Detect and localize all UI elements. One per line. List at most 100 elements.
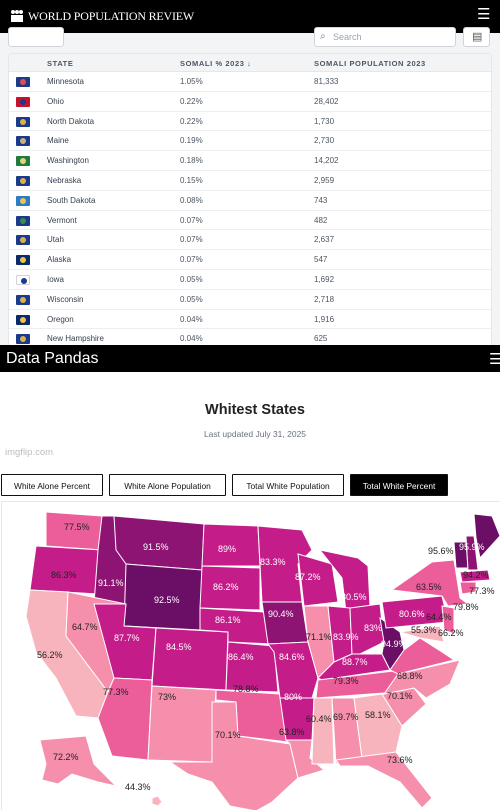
us-map-svg xyxy=(25,511,500,810)
table-row[interactable]: Nebraska 0.15% 2,959 xyxy=(9,171,491,191)
somali-percent-cell: 0.07% xyxy=(180,235,203,245)
map-label: 83% xyxy=(364,623,383,633)
state-massachusetts[interactable] xyxy=(459,569,491,583)
world-population-review-screen: WORLD POPULATION REVIEW ☰ ⌕ Search ▤ STA… xyxy=(0,0,500,345)
flag-seal-icon xyxy=(20,336,26,343)
map-label: 83.3% xyxy=(260,557,286,567)
map-label: 63.8% xyxy=(279,727,305,737)
somali-population-cell: 482 xyxy=(314,215,328,225)
table-row[interactable]: Wisconsin 0.05% 2,718 xyxy=(9,290,491,310)
flag-seal-icon xyxy=(20,296,26,303)
flag-seal-icon xyxy=(20,197,26,204)
table-row[interactable]: North Dakota 0.22% 1,730 xyxy=(9,112,491,132)
state-wisconsin[interactable] xyxy=(297,553,339,607)
us-choropleth-map: 77.5% 86.3% 91.5% 89% 83.3% 87.2% 91.1% … xyxy=(1,501,500,810)
map-label: 71.1% xyxy=(306,632,332,642)
map-label: 55.3% xyxy=(411,625,437,635)
state-virginia[interactable] xyxy=(389,637,456,675)
somali-percent-cell: 0.05% xyxy=(180,275,203,284)
state-flag-icon xyxy=(16,275,30,285)
table-row[interactable]: Minnesota 1.05% 81,333 xyxy=(9,72,491,92)
table-row[interactable]: Maine 0.19% 2,730 xyxy=(9,131,491,152)
state-north-carolina[interactable] xyxy=(382,659,461,699)
table-row[interactable]: Vermont 0.07% 482 xyxy=(9,211,491,231)
state-hawaii[interactable] xyxy=(151,795,163,807)
map-label: 56.2% xyxy=(37,650,63,660)
somali-population-cell: 743 xyxy=(314,195,328,205)
state-new-jersey[interactable] xyxy=(441,605,455,635)
state-maine[interactable] xyxy=(473,513,500,560)
state-arizona[interactable] xyxy=(97,677,153,761)
map-label: 77.5% xyxy=(64,522,90,532)
state-ohio[interactable] xyxy=(349,603,385,655)
hamburger-icon[interactable]: ☰ xyxy=(489,351,500,368)
tab-total-white-population[interactable]: Total White Population xyxy=(232,474,344,496)
map-label: 72.2% xyxy=(53,752,79,762)
dp-brand[interactable]: Data Pandas xyxy=(6,350,99,367)
state-flag-icon xyxy=(16,255,30,266)
state-connecticut[interactable] xyxy=(459,581,477,595)
imgflip-watermark: imgflip.com xyxy=(5,447,54,458)
table-row[interactable]: Iowa 0.05% 1,692 xyxy=(9,270,491,290)
state-mississippi[interactable] xyxy=(311,697,335,765)
map-label: 77.3% xyxy=(103,687,129,697)
tab-white-alone-population[interactable]: White Alone Population xyxy=(109,474,226,496)
somali-percent-cell: 0.15% xyxy=(180,176,203,185)
state-name-cell: Iowa xyxy=(47,275,64,284)
column-header-somali-population[interactable]: SOMALI POPULATION 2023 xyxy=(314,59,426,68)
map-label: 79.3% xyxy=(333,676,359,686)
map-label: 88.7% xyxy=(342,657,368,667)
flag-seal-icon xyxy=(20,158,26,165)
column-header-somali-percent[interactable]: SOMALI % 2023 ↓ xyxy=(180,59,252,68)
state-flag-icon xyxy=(16,294,30,305)
flag-seal-icon xyxy=(20,118,26,125)
map-label: 89% xyxy=(218,544,237,554)
table-row[interactable]: Alaska 0.07% 547 xyxy=(9,250,491,270)
state-name-cell: New Hampshire xyxy=(47,334,104,344)
somali-percent-cell: 0.18% xyxy=(180,156,203,166)
somali-percent-cell: 0.08% xyxy=(180,195,203,205)
map-label: 95.9% xyxy=(459,542,485,552)
state-florida[interactable] xyxy=(335,751,433,809)
state-flag-icon xyxy=(16,334,30,345)
somali-population-table: STATE SOMALI % 2023 ↓ SOMALI POPULATION … xyxy=(8,53,492,345)
table-icon: ▤ xyxy=(472,31,483,43)
table-options-button[interactable]: ▤ xyxy=(463,27,490,47)
flag-seal-icon xyxy=(20,79,26,85)
state-alaska[interactable] xyxy=(39,735,118,787)
somali-percent-cell: 0.04% xyxy=(180,314,203,324)
table-row[interactable]: New Hampshire 0.04% 625 xyxy=(9,329,491,345)
hamburger-icon[interactable]: ☰ xyxy=(477,6,491,23)
column-header-state[interactable]: STATE xyxy=(47,59,74,68)
state-texas[interactable] xyxy=(168,701,299,810)
state-flag-icon xyxy=(16,215,30,226)
state-name-cell: Nebraska xyxy=(47,176,82,185)
filter-select[interactable] xyxy=(8,27,64,47)
table-row[interactable]: South Dakota 0.08% 743 xyxy=(9,191,491,211)
somali-percent-cell: 0.22% xyxy=(180,116,203,126)
map-label: 80.6% xyxy=(399,609,425,619)
state-kansas[interactable] xyxy=(225,641,279,693)
tab-total-white-percent[interactable]: Total White Percent xyxy=(350,474,448,496)
state-louisiana[interactable] xyxy=(284,739,326,779)
state-maryland[interactable] xyxy=(399,625,445,643)
wpr-header: WORLD POPULATION REVIEW ☰ xyxy=(0,0,500,33)
state-colorado[interactable] xyxy=(151,627,229,691)
state-south-dakota[interactable] xyxy=(199,565,261,611)
state-flag-icon xyxy=(16,156,30,167)
state-georgia[interactable] xyxy=(353,693,403,759)
tab-white-alone-percent[interactable]: White Alone Percent xyxy=(1,474,103,496)
table-row[interactable]: Oregon 0.04% 1,916 xyxy=(9,310,491,330)
state-flag-icon xyxy=(16,314,30,325)
somali-percent-cell: 0.22% xyxy=(180,96,203,106)
table-row[interactable]: Ohio 0.22% 28,402 xyxy=(9,92,491,112)
table-row[interactable]: Utah 0.07% 2,637 xyxy=(9,230,491,251)
map-label: 68.8% xyxy=(397,671,423,681)
state-new-york[interactable] xyxy=(390,559,470,607)
wpr-brand[interactable]: WORLD POPULATION REVIEW xyxy=(28,9,195,23)
flag-seal-icon xyxy=(20,316,26,323)
search-input[interactable]: ⌕ Search xyxy=(314,27,456,47)
state-new-hampshire[interactable] xyxy=(465,535,479,571)
table-row[interactable]: Washington 0.18% 14,202 xyxy=(9,151,491,171)
state-name-cell: Ohio xyxy=(47,96,64,106)
